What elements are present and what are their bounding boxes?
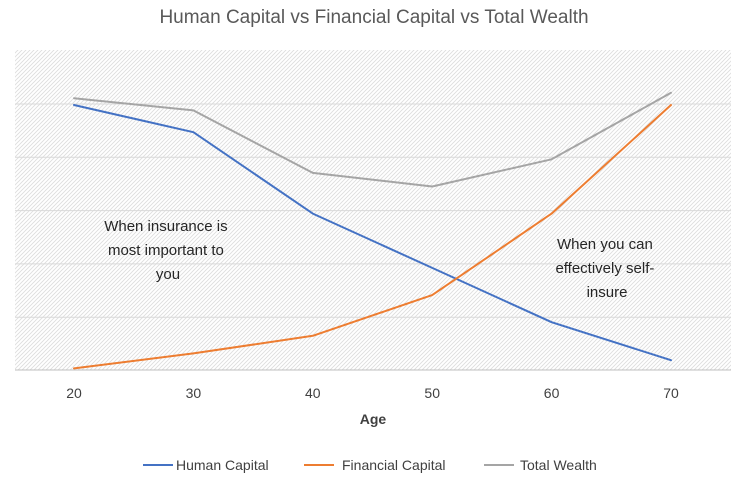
plot-area [15, 50, 731, 370]
legend-label: Financial Capital [342, 457, 446, 473]
gridlines [15, 103, 731, 318]
x-axis-label: Age [360, 411, 387, 427]
x-tick-label: 50 [424, 385, 440, 401]
legend: Human Capital Financial Capital Total Weal… [143, 457, 597, 473]
annotation-right-line-2: effectively self- [555, 260, 654, 277]
annotation-left-line-1: When insurance is [104, 218, 227, 235]
x-tick-labels: 20 30 40 50 60 70 [66, 385, 679, 401]
x-tick-label: 30 [186, 385, 202, 401]
x-tick-label: 70 [663, 385, 679, 401]
annotation-left-line-3: you [156, 266, 180, 283]
series-lines [73, 91, 672, 370]
chart-title: Human Capital vs Financial Capital vs To… [159, 7, 588, 28]
x-tick-label: 20 [66, 385, 82, 401]
series-line-financial-capital [73, 104, 672, 370]
annotation-left-line-2: most important to [108, 242, 224, 259]
annotation-left: When insurance is most important to you [104, 218, 232, 283]
annotation-right-line-3: insure [587, 284, 628, 301]
legend-label: Human Capital [176, 457, 269, 473]
series-line-total-wealth [73, 91, 672, 188]
legend-label: Total Wealth [520, 457, 597, 473]
annotation-right: When you can effectively self- insure [555, 236, 658, 301]
x-tick-label: 40 [305, 385, 321, 401]
series-line-human-capital [73, 104, 672, 362]
x-tick-label: 60 [544, 385, 560, 401]
annotation-right-line-1: When you can [557, 236, 653, 253]
